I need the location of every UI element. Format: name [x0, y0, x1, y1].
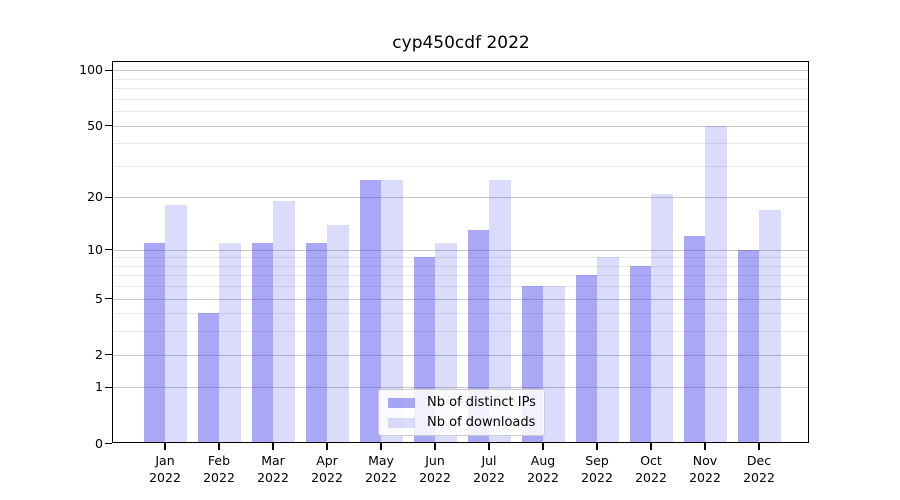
bar-downloads-oct [651, 193, 673, 444]
y-tick-2 [105, 353, 112, 356]
y-tick-10 [105, 248, 112, 251]
bar-downloads-aug [543, 286, 565, 444]
y-tick-50 [105, 124, 112, 127]
x-tick-label-jan: Jan 2022 [149, 453, 181, 485]
x-tick-label-may: May 2022 [365, 453, 397, 485]
bar-distinct-ips-dec [737, 249, 759, 444]
bar-distinct-ips-sep [575, 275, 597, 444]
major-gridline-5 [113, 298, 809, 300]
x-tick-label-oct: Oct 2022 [635, 453, 667, 485]
y-tick-20 [105, 196, 112, 198]
legend-entry-distinct-ips: Nb of distinct IPs [387, 395, 536, 410]
x-tick-label-aug: Aug 2022 [527, 453, 559, 485]
chart-title: cyp450cdf 2022 [392, 33, 530, 53]
minor-gridline-80 [113, 88, 809, 90]
bar-downloads-sep [597, 257, 619, 444]
x-tick-label-dec: Dec 2022 [743, 453, 775, 485]
bar-downloads-jul [489, 180, 511, 444]
y-tick-label-50: 50 [87, 117, 103, 133]
x-tick-sep [596, 443, 598, 450]
legend-label-downloads: Nb of downloads [427, 415, 536, 430]
y-tick-0 [105, 442, 112, 445]
bar-distinct-ips-apr [305, 242, 327, 444]
y-tick-label-5: 5 [95, 290, 103, 306]
major-gridline-2 [113, 354, 809, 356]
bar-downloads-dec [759, 209, 781, 444]
x-tick-nov [704, 443, 706, 450]
minor-gridline-90 [113, 78, 809, 80]
bar-downloads-feb [219, 242, 241, 444]
bar-distinct-ips-nov [683, 236, 705, 444]
x-tick-jul [488, 443, 490, 450]
minor-gridline-4 [113, 313, 809, 315]
y-tick-label-100: 100 [79, 62, 103, 78]
minor-gridline-3 [113, 331, 809, 333]
legend: Nb of distinct IPs Nb of downloads [378, 389, 545, 436]
legend-swatch-downloads [388, 417, 415, 428]
y-tick-5 [105, 297, 112, 300]
x-tick-jun [434, 443, 436, 450]
y-tick-label-20: 20 [87, 189, 103, 205]
x-tick-label-apr: Apr 2022 [311, 453, 343, 485]
bar-downloads-may [381, 180, 403, 444]
bar-downloads-jan [165, 205, 187, 444]
x-tick-mar [272, 443, 274, 450]
x-tick-feb [218, 443, 220, 450]
minor-gridline-60 [113, 111, 809, 113]
y-tick-label-10: 10 [87, 241, 103, 257]
major-gridline-20 [113, 197, 809, 199]
x-tick-label-sep: Sep 2022 [581, 453, 613, 485]
y-tick-label-0: 0 [95, 435, 103, 451]
x-tick-label-feb: Feb 2022 [203, 453, 235, 485]
legend-label-distinct-ips: Nb of distinct IPs [427, 395, 536, 410]
bar-distinct-ips-jan [143, 242, 165, 444]
major-gridline-50 [113, 125, 809, 127]
legend-swatch-distinct-ips [388, 397, 415, 408]
y-tick-label-2: 2 [95, 346, 103, 362]
minor-gridline-7 [113, 275, 809, 277]
x-tick-aug [542, 443, 544, 450]
x-tick-label-mar: Mar 2022 [257, 453, 289, 485]
major-gridline-100 [113, 70, 809, 72]
minor-gridline-6 [113, 286, 809, 288]
bar-downloads-apr [327, 224, 349, 444]
x-tick-apr [326, 443, 328, 450]
legend-entry-downloads: Nb of downloads [387, 415, 536, 430]
x-tick-dec [758, 443, 760, 450]
x-tick-jan [164, 443, 166, 450]
minor-gridline-9 [113, 257, 809, 259]
minor-gridline-40 [113, 143, 809, 145]
x-tick-label-jul: Jul 2022 [473, 453, 505, 485]
minor-gridline-70 [113, 98, 809, 100]
x-tick-may [380, 443, 382, 450]
major-gridline-1 [113, 387, 809, 389]
major-gridline-10 [113, 249, 809, 251]
bar-distinct-ips-feb [197, 313, 219, 444]
y-tick-100 [105, 69, 112, 71]
x-tick-oct [650, 443, 652, 450]
minor-gridline-30 [113, 165, 809, 167]
bar-downloads-nov [705, 125, 727, 444]
minor-gridline-8 [113, 265, 809, 267]
x-tick-label-nov: Nov 2022 [689, 453, 721, 485]
bar-distinct-ips-oct [629, 265, 651, 444]
y-tick-label-1: 1 [95, 379, 103, 395]
bar-downloads-mar [273, 201, 295, 444]
bar-distinct-ips-may [359, 180, 381, 444]
y-tick-1 [105, 386, 112, 389]
bar-distinct-ips-mar [251, 242, 273, 444]
x-tick-label-jun: Jun 2022 [419, 453, 451, 485]
